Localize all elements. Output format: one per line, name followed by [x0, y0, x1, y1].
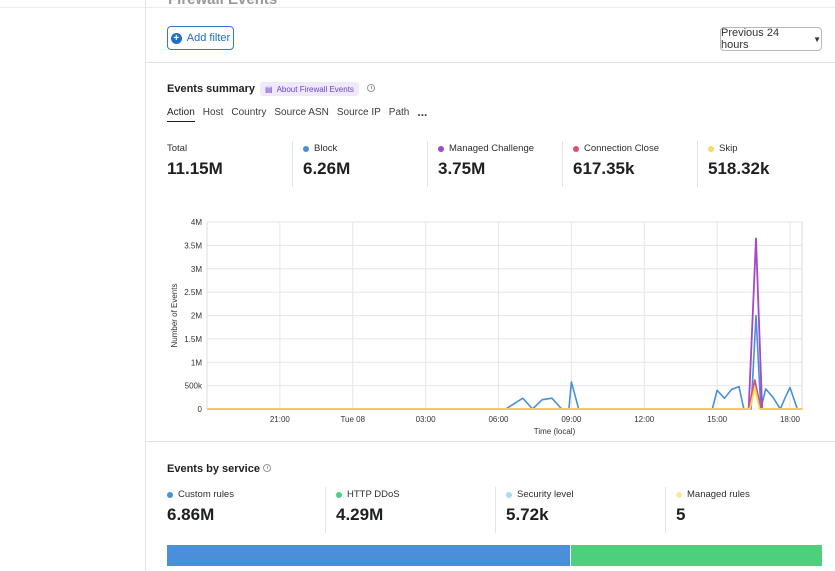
stat-label: Managed Challenge — [449, 143, 535, 154]
series-line-skip — [207, 387, 803, 410]
stat-value: 6.86M — [167, 505, 215, 524]
section-divider — [146, 62, 835, 63]
dot-icon — [336, 491, 342, 498]
y-tick-label: 4M — [191, 218, 202, 227]
tab-host[interactable]: Host — [202, 107, 224, 118]
section-divider — [146, 441, 835, 442]
stat-separator — [665, 487, 666, 533]
plus-circle-icon: + — [170, 32, 182, 44]
dot-icon — [708, 145, 714, 152]
tab-path[interactable]: Path — [388, 107, 410, 118]
x-tick-label: 15:00 — [707, 415, 728, 424]
x-tick-label: 09:00 — [561, 415, 582, 424]
series-line-block — [207, 314, 803, 410]
dot-icon — [573, 145, 579, 152]
dot-icon — [438, 145, 444, 152]
stat-value: 4.29M — [336, 505, 384, 524]
stat-value: 617.35k — [573, 159, 635, 178]
add-filter-label: Add filter — [186, 32, 231, 44]
stat-separator — [325, 487, 326, 533]
stat-value: 5 — [676, 505, 686, 524]
x-tick-label: Tue 08 — [340, 415, 365, 424]
x-tick-label: 21:00 — [270, 415, 291, 424]
service-custom-rules: Custom rules 6.86M — [167, 487, 325, 533]
tab-action[interactable]: Action — [167, 107, 195, 122]
x-tick-label: 12:00 — [634, 415, 655, 424]
y-tick-label: 500k — [185, 382, 203, 391]
service-bar-custom-rules[interactable] — [167, 545, 570, 566]
stat-separator — [292, 141, 293, 187]
dot-icon — [506, 491, 512, 498]
stat-label: Custom rules — [178, 489, 234, 500]
events-summary-title: Events summary — [167, 83, 256, 95]
caret-down-icon: ▼ — [813, 34, 821, 44]
stat-label: Connection Close — [584, 143, 659, 154]
stat-value: 6.26M — [303, 159, 351, 178]
book-icon: ▤ — [265, 84, 273, 94]
tab-source-asn[interactable]: Source ASN — [274, 107, 329, 118]
events-line-chart[interactable]: 0 500k 1M 1.5M 2M 2.5M 3M 3.5M 4M 21:00 Tue 08 03:0… — [160, 210, 810, 440]
tab-more[interactable]: ... — [417, 105, 428, 119]
y-axis-label: Number of Events — [170, 283, 179, 347]
y-tick-label: 3M — [191, 265, 202, 274]
stat-value: 5.72k — [506, 505, 549, 524]
stat-value: 518.32k — [708, 159, 770, 178]
summary-tabs: Action Host Country Source ASN Source IP… — [167, 105, 428, 122]
tab-country[interactable]: Country — [231, 107, 267, 118]
service-managed-rules: Managed rules 5 — [665, 487, 825, 533]
stat-separator — [562, 141, 563, 187]
stat-value: 3.75M — [438, 159, 486, 178]
stat-label: Managed rules — [687, 489, 750, 500]
service-bar-http-ddos[interactable] — [570, 545, 822, 566]
dot-icon — [676, 491, 682, 498]
y-tick-label: 1M — [191, 358, 202, 367]
x-tick-label: 18:00 — [780, 415, 801, 424]
time-range-value: Previous 24 hours — [721, 27, 780, 51]
summary-stats: Total 11.15M Block 6.26M Managed Challen… — [167, 141, 827, 187]
x-tick-label: 03:00 — [416, 415, 437, 424]
stat-label: Block — [314, 143, 338, 154]
stat-block: Block 6.26M — [292, 141, 427, 187]
tab-source-ip[interactable]: Source IP — [336, 107, 381, 118]
x-axis-label: Time (local) — [534, 427, 576, 436]
stat-label: Total — [167, 143, 188, 154]
page-title-cut: Firewall Events — [168, 0, 277, 8]
about-label: About Firewall Events — [276, 84, 354, 94]
x-tick-label: 06:00 — [488, 415, 509, 424]
service-stats: Custom rules 6.86M HTTP DDoS 4.29M Secur… — [167, 487, 827, 533]
clock-icon[interactable] — [263, 464, 271, 472]
time-range-select[interactable]: Previous 24 hours ▼ — [720, 27, 822, 51]
y-tick-label: 3.5M — [184, 241, 202, 250]
top-border — [0, 0, 835, 8]
stat-separator — [495, 487, 496, 533]
about-firewall-events-badge[interactable]: ▤ About Firewall Events — [260, 82, 359, 96]
dot-icon — [303, 145, 309, 152]
stat-label: Security level — [517, 489, 574, 500]
stat-label: Skip — [719, 143, 738, 154]
y-tick-label: 2.5M — [184, 288, 202, 297]
stat-skip: Skip 518.32k — [697, 141, 827, 187]
dot-icon — [167, 491, 173, 498]
y-tick-label: 1.5M — [184, 335, 202, 344]
service-security-level: Security level 5.72k — [495, 487, 665, 533]
y-tick-label: 2M — [191, 312, 202, 321]
series-line-managed-challenge — [207, 237, 803, 410]
stat-separator — [427, 141, 428, 187]
stat-managed-challenge: Managed Challenge 3.75M — [427, 141, 562, 187]
clock-icon[interactable] — [367, 84, 375, 92]
service-http-ddos: HTTP DDoS 4.29M — [325, 487, 495, 533]
add-filter-button[interactable]: + Add filter — [167, 26, 234, 50]
stat-connection-close: Connection Close 617.35k — [562, 141, 697, 187]
stat-label: HTTP DDoS — [347, 489, 400, 500]
y-tick-label: 0 — [198, 405, 203, 414]
stat-value: 11.15M — [167, 159, 223, 178]
events-by-service-title: Events by service — [167, 463, 260, 475]
stat-separator — [697, 141, 698, 187]
left-sidebar-blank — [0, 0, 146, 571]
stat-total: Total 11.15M — [167, 141, 302, 187]
